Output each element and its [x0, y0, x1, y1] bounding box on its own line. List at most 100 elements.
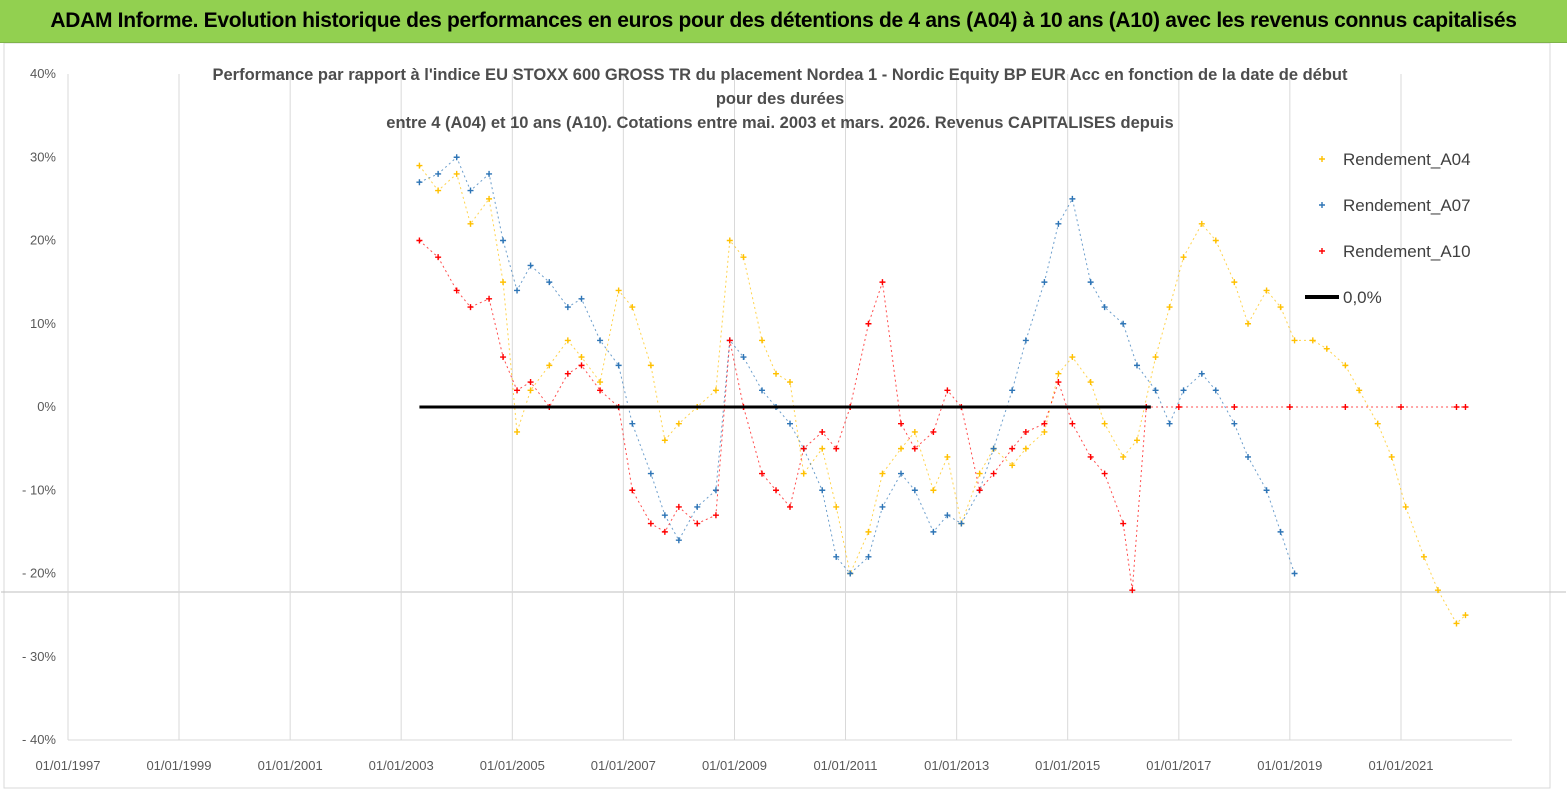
legend-label: 0,0%: [1343, 288, 1382, 307]
x-tick-label: 01/01/2011: [813, 758, 877, 773]
data-point: [527, 387, 534, 394]
x-tick-label: 01/01/1999: [146, 758, 211, 773]
y-tick-label: 10%: [30, 316, 56, 331]
x-tick-label: 01/01/2017: [1146, 758, 1211, 773]
data-point: [1397, 404, 1404, 410]
x-tick-label: 01/01/2003: [369, 758, 434, 773]
data-point: [1453, 620, 1460, 627]
series-1: [416, 154, 1298, 577]
legend-marker-swatch: [1319, 156, 1325, 162]
data-point: [911, 445, 918, 452]
x-axis-ticks: 01/01/1997 01/01/1999 01/01/2001 01/01/2003…: [35, 758, 1433, 773]
y-tick-label: - 40%: [22, 732, 56, 747]
y-axis-ticks: 40% 30% 20% 10% 0% - 10% - 20% - 30% - 40%: [22, 66, 56, 747]
series-trace: [418, 165, 1466, 625]
x-tick-label: 01/01/2013: [924, 758, 989, 773]
data-point: [1166, 420, 1173, 427]
data-point: [1212, 237, 1219, 244]
data-point: [847, 570, 854, 577]
legend-item: Rendement_A07: [1319, 196, 1471, 215]
data-point: [1198, 370, 1205, 377]
data-point: [958, 520, 965, 527]
data-point: [1101, 304, 1108, 311]
data-point: [1041, 420, 1048, 427]
data-point: [597, 337, 604, 344]
data-point: [1402, 503, 1409, 510]
data-point: [675, 537, 682, 544]
data-point: [629, 304, 636, 311]
data-point: [759, 387, 766, 394]
data-point: [898, 470, 905, 477]
data-point: [1022, 428, 1029, 435]
data-point: [416, 162, 423, 169]
data-point: [930, 487, 937, 494]
data-point: [629, 420, 636, 427]
scatter-chart: 40% 30% 20% 10% 0% - 10% - 20% - 30% - 40% 01/01…: [1, 43, 1566, 789]
data-point: [1120, 320, 1127, 327]
chart-title: Performance par rapport à l'indice EU ST…: [180, 63, 1380, 135]
data-point: [1009, 462, 1016, 469]
x-tick-label: 01/01/2005: [480, 758, 545, 773]
x-tick-label: 01/01/2015: [1035, 758, 1100, 773]
data-point: [546, 362, 553, 369]
data-point: [500, 237, 507, 244]
data-point: [1462, 404, 1469, 410]
y-tick-label: 40%: [30, 66, 56, 81]
y-tick-label: - 20%: [22, 566, 56, 581]
data-point: [675, 420, 682, 427]
legend-marker-swatch: [1319, 248, 1325, 254]
y-tick-label: 30%: [30, 149, 56, 164]
legend-item: Rendement_A04: [1319, 150, 1471, 169]
data-point: [1009, 387, 1016, 394]
data-point: [661, 528, 668, 535]
data-point: [527, 379, 534, 386]
x-tick-label: 01/01/2019: [1257, 758, 1322, 773]
legend: Rendement_A04 Rendement_A07 Rendement_A10 0…: [1305, 150, 1471, 307]
data-point: [1434, 587, 1441, 594]
data-point: [833, 445, 840, 452]
data-point: [1388, 453, 1395, 460]
data-point: [597, 379, 604, 386]
data-point: [865, 553, 872, 560]
data-point: [1152, 387, 1159, 394]
data-point: [1087, 379, 1094, 386]
data-point: [1356, 387, 1363, 394]
y-tick-label: - 10%: [22, 482, 56, 497]
y-tick-label: 20%: [30, 233, 56, 248]
chart-title-line-1: Performance par rapport à l'indice EU ST…: [212, 66, 1348, 84]
legend-label: Rendement_A07: [1343, 196, 1471, 215]
x-tick-label: 01/01/2009: [702, 758, 767, 773]
data-point: [1277, 304, 1284, 311]
chart-area-border: [3, 43, 1551, 789]
data-point: [597, 387, 604, 394]
y-tick-label: 0%: [37, 399, 56, 414]
data-point: [578, 362, 585, 369]
data-point: [694, 503, 701, 510]
chart-title-line-3: entre 4 (A04) et 10 ans (A10). Cotations…: [386, 114, 1174, 132]
data-point: [740, 354, 747, 361]
data-point: [1198, 220, 1205, 227]
data-point: [1120, 453, 1127, 460]
data-point: [1277, 528, 1284, 535]
chart-title-line-2: pour des durées: [715, 90, 845, 108]
legend-item: 0,0%: [1305, 288, 1382, 307]
data-point: [865, 528, 872, 535]
x-tick-label: 01/01/2001: [258, 758, 323, 773]
data-point: [527, 262, 534, 269]
x-tick-label: 01/01/2021: [1368, 758, 1433, 773]
data-point: [1231, 420, 1238, 427]
y-tick-label: - 30%: [22, 649, 56, 664]
data-point: [546, 279, 553, 286]
chart-frame: 40% 30% 20% 10% 0% - 10% - 20% - 30% - 40% 01/01…: [0, 43, 1567, 790]
data-point: [944, 512, 951, 519]
data-point: [467, 220, 474, 227]
data-point: [514, 428, 521, 435]
series-2: [416, 237, 1469, 594]
series-0: [416, 162, 1469, 627]
data-point: [1022, 337, 1029, 344]
data-point: [759, 337, 766, 344]
data-point: [453, 287, 460, 294]
data-point: [898, 420, 905, 427]
data-point: [800, 470, 807, 477]
data-point: [1263, 287, 1270, 294]
